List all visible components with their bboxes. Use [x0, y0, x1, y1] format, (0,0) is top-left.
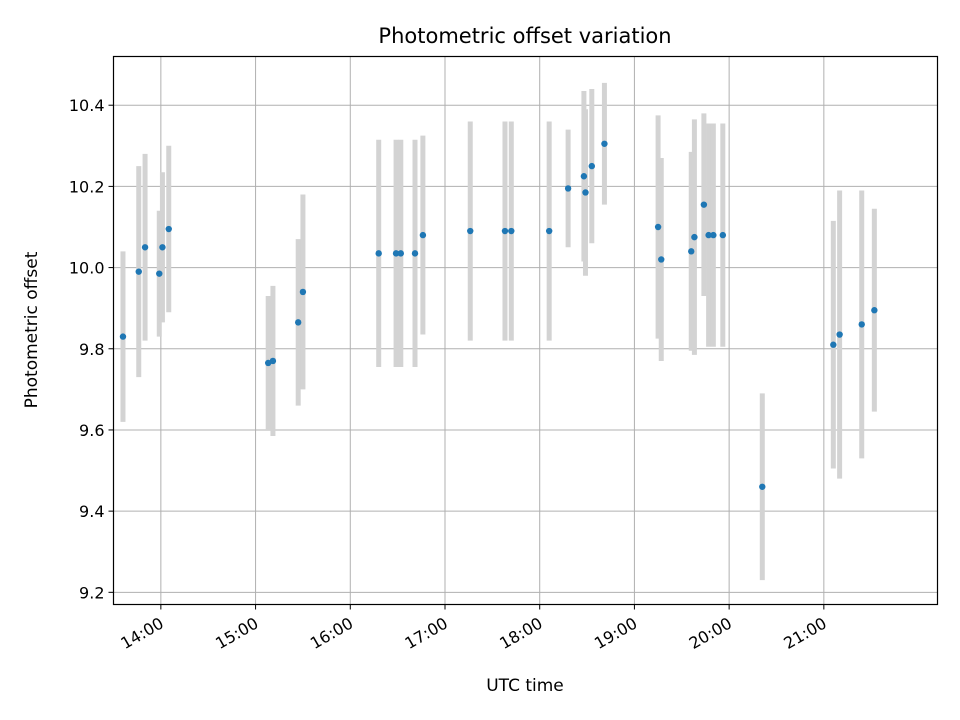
- data-point: [588, 162, 595, 170]
- data-point: [871, 307, 878, 314]
- x-axis-title: UTC time: [486, 676, 564, 696]
- data-point: [411, 250, 419, 257]
- data-point: [700, 201, 708, 208]
- data-point: [294, 319, 302, 326]
- data-point: [392, 250, 400, 257]
- y-tick-label: 9.8: [79, 340, 104, 359]
- y-axis-title: Photometric offset: [22, 251, 42, 408]
- x-tick-label: 18:00: [496, 614, 545, 654]
- data-point: [135, 268, 142, 275]
- y-tick-label: 9.6: [79, 421, 104, 440]
- data-point: [582, 189, 589, 196]
- data-points: [119, 140, 878, 490]
- y-tick-label: 9.2: [79, 583, 104, 602]
- data-point: [156, 270, 163, 277]
- grid: [113, 56, 938, 605]
- y-tick-label: 10.4: [69, 96, 105, 115]
- x-tick-label: 16:00: [307, 614, 356, 654]
- y-tick-label: 10.2: [69, 177, 105, 196]
- data-point: [545, 227, 553, 235]
- data-point: [119, 333, 127, 340]
- x-tick-label: 14:00: [117, 614, 166, 654]
- data-point: [165, 225, 172, 233]
- x-tick-label: 15:00: [212, 614, 261, 654]
- data-point: [691, 233, 698, 241]
- data-point: [688, 248, 695, 255]
- x-tick-label: 17:00: [402, 614, 451, 654]
- data-point: [375, 250, 382, 257]
- errorbars: [120, 82, 877, 581]
- data-point: [580, 173, 588, 180]
- x-axis: 14:00 15:00 16:00 17:00 18:00 19:00 20:00 21:00: [117, 604, 830, 654]
- x-tick-label: 20:00: [686, 614, 735, 654]
- data-point: [858, 321, 865, 328]
- data-point: [467, 227, 474, 235]
- data-point: [836, 331, 843, 338]
- data-point: [269, 357, 277, 365]
- data-point: [141, 244, 149, 251]
- data-point: [658, 256, 665, 263]
- data-point: [601, 140, 608, 147]
- data-point: [508, 227, 515, 235]
- y-tick-label: 9.4: [79, 502, 104, 521]
- data-point: [830, 341, 837, 348]
- data-point: [564, 185, 572, 192]
- data-point: [705, 231, 712, 239]
- data-point: [159, 244, 166, 251]
- chart-title: Photometric offset variation: [378, 24, 671, 48]
- data-point: [759, 483, 766, 490]
- x-tick-label: 19:00: [591, 614, 640, 654]
- y-tick-label: 10.0: [69, 259, 105, 278]
- data-point: [397, 250, 404, 257]
- data-point: [710, 231, 717, 239]
- data-point: [501, 227, 509, 235]
- data-point: [299, 288, 307, 296]
- data-point: [419, 231, 427, 239]
- plot-frame: [112, 55, 939, 606]
- y-axis: 9.2 9.4 9.6 9.8 10.0 10.2 10.4: [69, 96, 114, 602]
- data-point: [654, 223, 662, 231]
- data-point: [719, 231, 727, 239]
- x-tick-label: 21:00: [780, 614, 829, 654]
